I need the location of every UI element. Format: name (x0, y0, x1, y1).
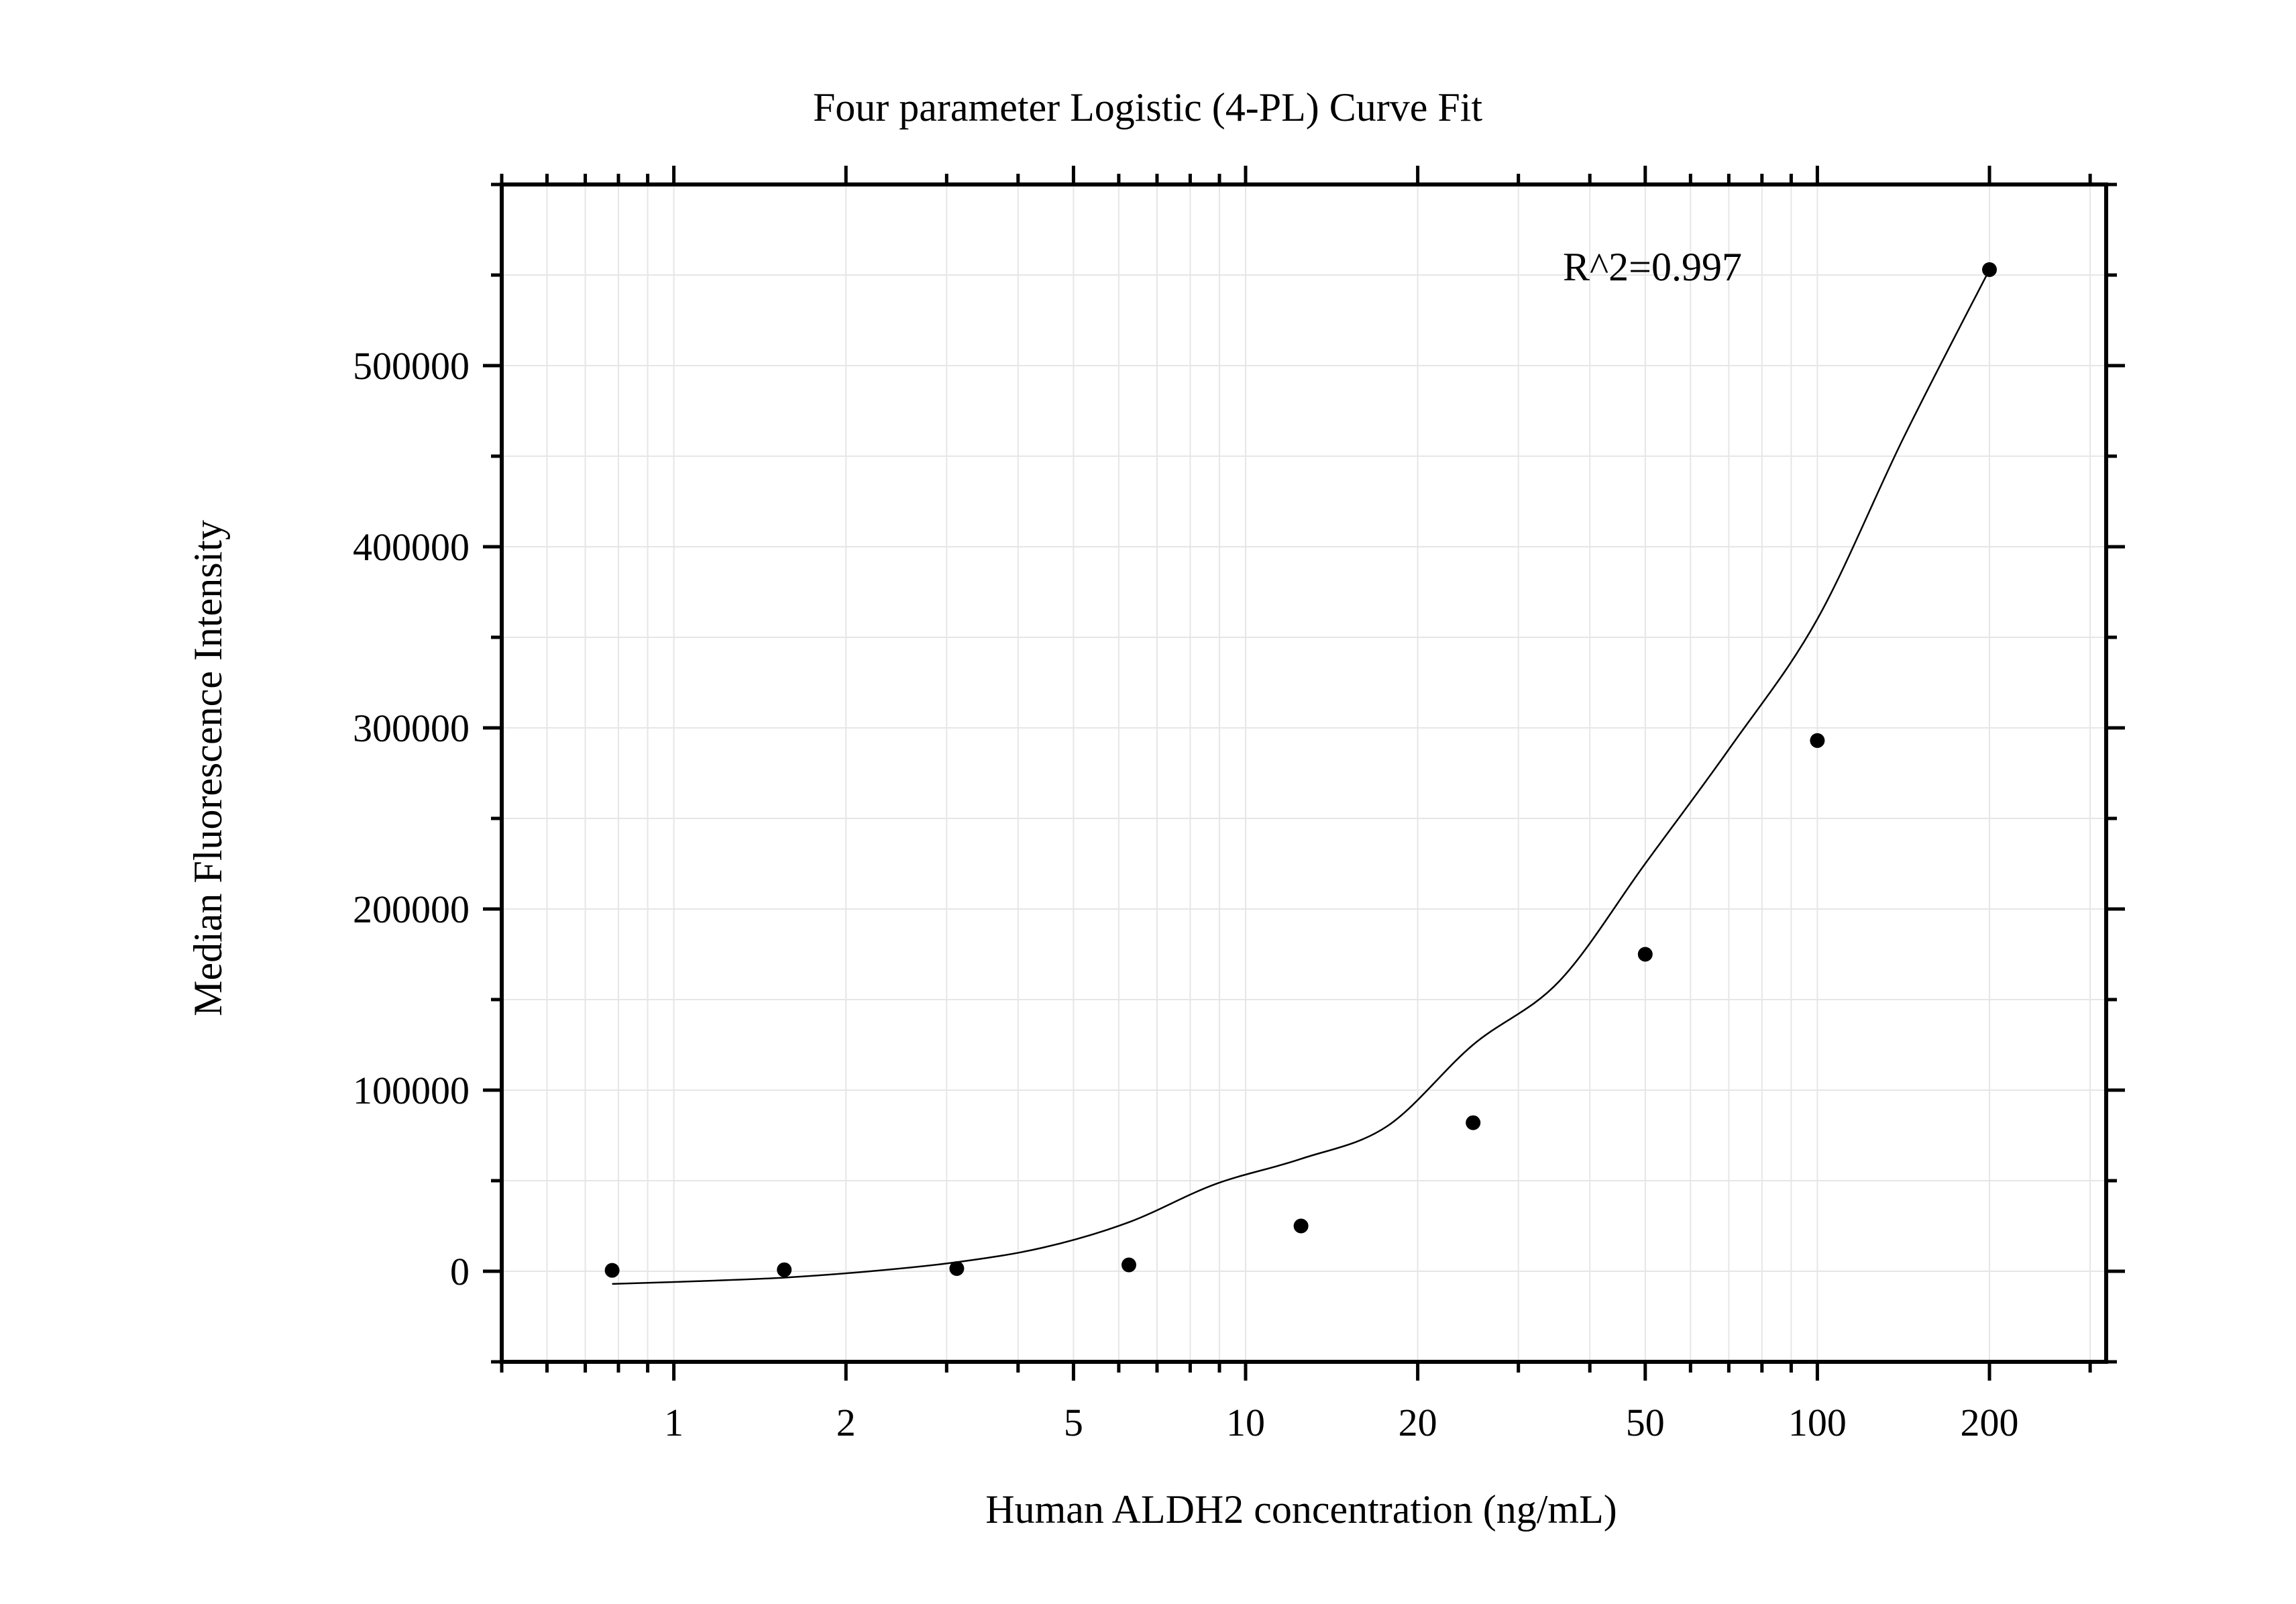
y-axis-title: Median Fluorescence Intensity (186, 520, 230, 1016)
plot-frame (500, 182, 2108, 1364)
y-tick-label: 500000 (353, 344, 470, 388)
x-axis-title: Human ALDH2 concentration (ng/mL) (985, 1487, 1617, 1532)
ticks-layer (483, 166, 2125, 1381)
curve-layer (612, 269, 1991, 1285)
data-point (1122, 1257, 1137, 1273)
fit-curve (612, 269, 1991, 1285)
data-point (1637, 947, 1653, 962)
labels-layer: 1 2 5 10 20 50 100 200 0 100000 200000 300000 400000… (353, 344, 2019, 1444)
x-tick-label: 100 (1788, 1401, 1847, 1444)
x-tick-label: 1 (664, 1401, 684, 1444)
r-squared-annotation: R^2=0.997 (1563, 245, 1742, 289)
x-tick-label: 2 (836, 1401, 856, 1444)
chart-title: Four parameter Logistic (4-PL) Curve Fit (813, 85, 1482, 129)
data-point (1982, 262, 1998, 277)
points-layer (604, 262, 1998, 1278)
x-tick-label: 50 (1626, 1401, 1665, 1444)
x-tick-label: 200 (1961, 1401, 2019, 1444)
y-tick-label: 200000 (353, 888, 470, 931)
x-tick-label: 10 (1226, 1401, 1265, 1444)
y-tick-label: 400000 (353, 525, 470, 569)
y-tick-label: 300000 (353, 706, 470, 750)
x-tick-label: 5 (1064, 1401, 1083, 1444)
data-point (1293, 1218, 1309, 1234)
y-tick-label: 0 (450, 1250, 470, 1293)
grid-layer (501, 184, 2106, 1362)
x-tick-label: 20 (1399, 1401, 1437, 1444)
data-point (777, 1262, 792, 1277)
y-tick-label: 100000 (353, 1069, 470, 1112)
data-point (1810, 733, 1825, 748)
data-point (949, 1261, 965, 1276)
data-point (604, 1263, 620, 1278)
data-point (1466, 1115, 1481, 1130)
